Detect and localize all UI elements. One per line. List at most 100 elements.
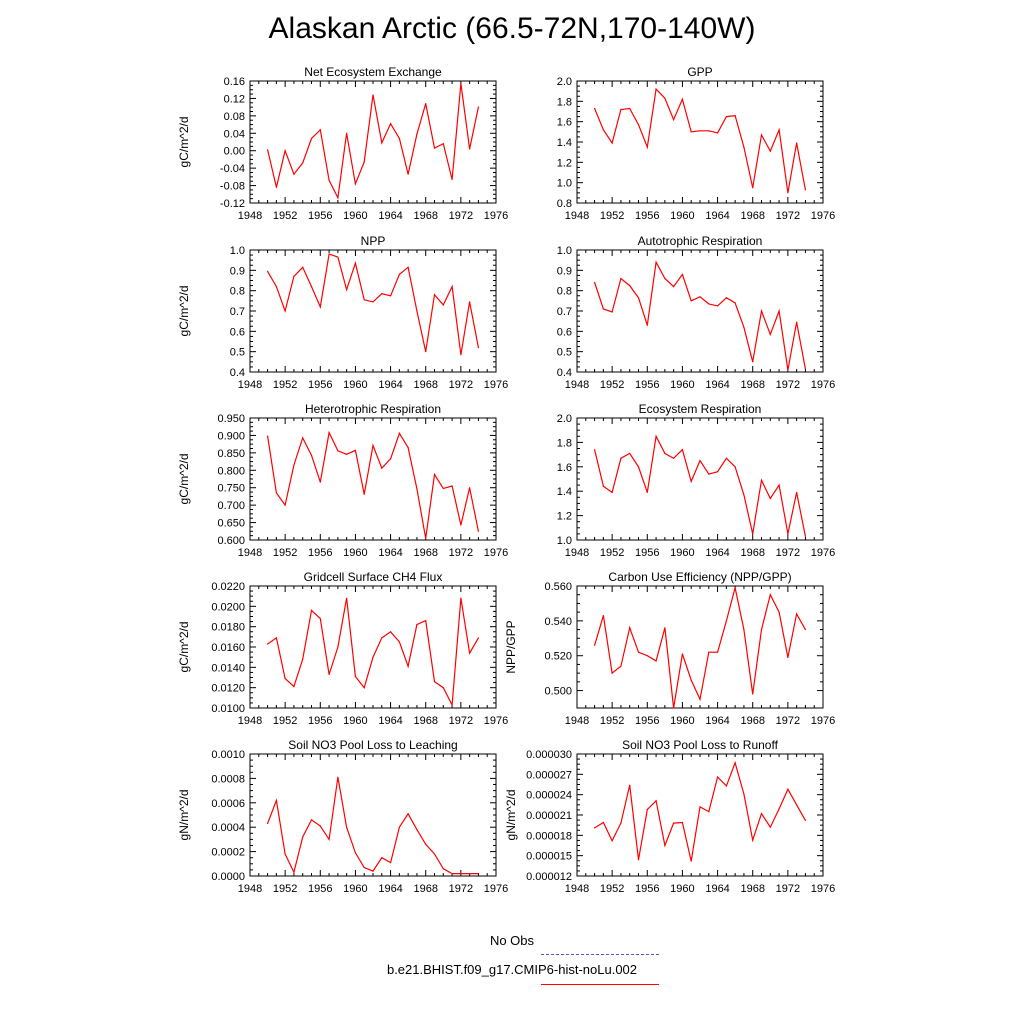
data-point <box>389 295 392 297</box>
x-tick-label: 1976 <box>811 547 835 559</box>
data-point <box>620 822 622 824</box>
x-tick-label: 1976 <box>484 379 508 391</box>
x-tick-label: 1976 <box>484 715 508 727</box>
data-point <box>310 454 313 456</box>
series-line <box>267 83 479 200</box>
x-tick-label: 1972 <box>449 547 473 559</box>
data-point <box>398 432 400 434</box>
data-point <box>681 821 684 824</box>
data-point <box>602 485 604 487</box>
x-tick-label: 1976 <box>811 210 835 222</box>
data-point <box>310 609 313 612</box>
data-point <box>778 484 780 486</box>
data-point <box>416 829 418 831</box>
data-point <box>655 88 657 90</box>
data-point <box>593 107 596 110</box>
data-point <box>769 497 771 500</box>
x-tick-label: 1956 <box>635 547 659 559</box>
data-point <box>637 466 640 468</box>
y-tick-label: 0.520 <box>544 651 572 663</box>
chart-title: Net Ecosystem Exchange <box>304 65 442 79</box>
y-tick-label: 0.8 <box>557 198 572 210</box>
data-point <box>681 98 684 100</box>
x-tick-label: 1968 <box>413 379 437 391</box>
x-tick-label: 1952 <box>600 210 624 222</box>
x-tick-label: 1952 <box>600 715 624 727</box>
x-tick-label: 1956 <box>308 715 332 727</box>
data-point <box>734 466 736 468</box>
data-point <box>760 310 763 312</box>
x-tick-label: 1952 <box>273 379 297 391</box>
data-point <box>425 537 427 539</box>
x-tick-label: 1964 <box>705 210 729 222</box>
data-point <box>293 464 295 466</box>
y-tick-label: 0.000027 <box>526 769 572 781</box>
data-point <box>302 266 304 268</box>
y-tick-label: 0.0120 <box>211 683 245 695</box>
data-point <box>381 293 383 295</box>
x-tick-label: 1964 <box>705 715 729 727</box>
x-tick-label: 1968 <box>740 547 764 559</box>
y-tick-label: 0.900 <box>217 430 245 442</box>
data-point <box>646 491 648 494</box>
series-line <box>267 253 479 355</box>
data-point <box>354 262 357 264</box>
data-point <box>743 326 745 328</box>
data-point <box>655 261 657 263</box>
y-tick-label: 0.000021 <box>526 810 572 822</box>
data-point <box>716 132 719 134</box>
x-tick-label: 1968 <box>740 210 764 222</box>
x-tick-label: 1964 <box>705 379 729 391</box>
x-tick-label: 1948 <box>238 210 262 222</box>
data-point <box>743 146 745 148</box>
data-point <box>328 838 330 841</box>
x-tick-label: 1968 <box>413 715 437 727</box>
x-tick-label: 1976 <box>811 715 835 727</box>
data-point <box>796 804 798 806</box>
data-point <box>354 183 357 185</box>
data-point <box>787 533 789 535</box>
data-point <box>725 115 727 118</box>
data-point <box>725 785 727 787</box>
figure-title: Alaskan Arctic (66.5-72N,170-140W) <box>268 12 756 45</box>
data-point <box>620 457 622 459</box>
data-point <box>302 437 304 439</box>
data-point <box>477 530 480 532</box>
data-point <box>433 680 436 683</box>
plot-frame <box>249 417 497 541</box>
data-point <box>602 129 604 131</box>
data-point <box>620 108 622 111</box>
x-tick-label: 1960 <box>670 210 694 222</box>
data-point <box>796 142 798 144</box>
data-point <box>302 162 304 164</box>
x-tick-label: 1956 <box>308 379 332 391</box>
data-point <box>655 435 657 437</box>
data-point <box>716 471 719 473</box>
data-point <box>673 286 675 288</box>
y-tick-label: 0.560 <box>544 581 572 593</box>
data-point <box>778 611 780 613</box>
y-tick-label: 1.2 <box>557 511 572 523</box>
data-point <box>673 822 675 824</box>
x-tick-label: 1960 <box>343 715 367 727</box>
x-tick-label: 1956 <box>635 210 659 222</box>
y-tick-label: -0.12 <box>220 198 245 210</box>
data-point <box>302 658 304 660</box>
data-point <box>593 449 596 451</box>
data-point <box>673 457 675 459</box>
data-point <box>787 369 789 371</box>
plot-frame <box>249 249 497 373</box>
data-point <box>328 253 330 255</box>
x-tick-label: 1956 <box>308 547 332 559</box>
data-point <box>708 651 710 653</box>
data-point <box>716 651 719 653</box>
x-tick-label: 1956 <box>308 883 332 895</box>
x-tick-label: 1960 <box>343 547 367 559</box>
data-point <box>293 871 295 873</box>
data-point <box>743 628 745 631</box>
x-tick-label: 1972 <box>776 547 800 559</box>
x-tick-label: 1964 <box>378 210 402 222</box>
data-point <box>275 799 277 801</box>
data-point <box>363 493 365 495</box>
data-point <box>690 860 692 862</box>
